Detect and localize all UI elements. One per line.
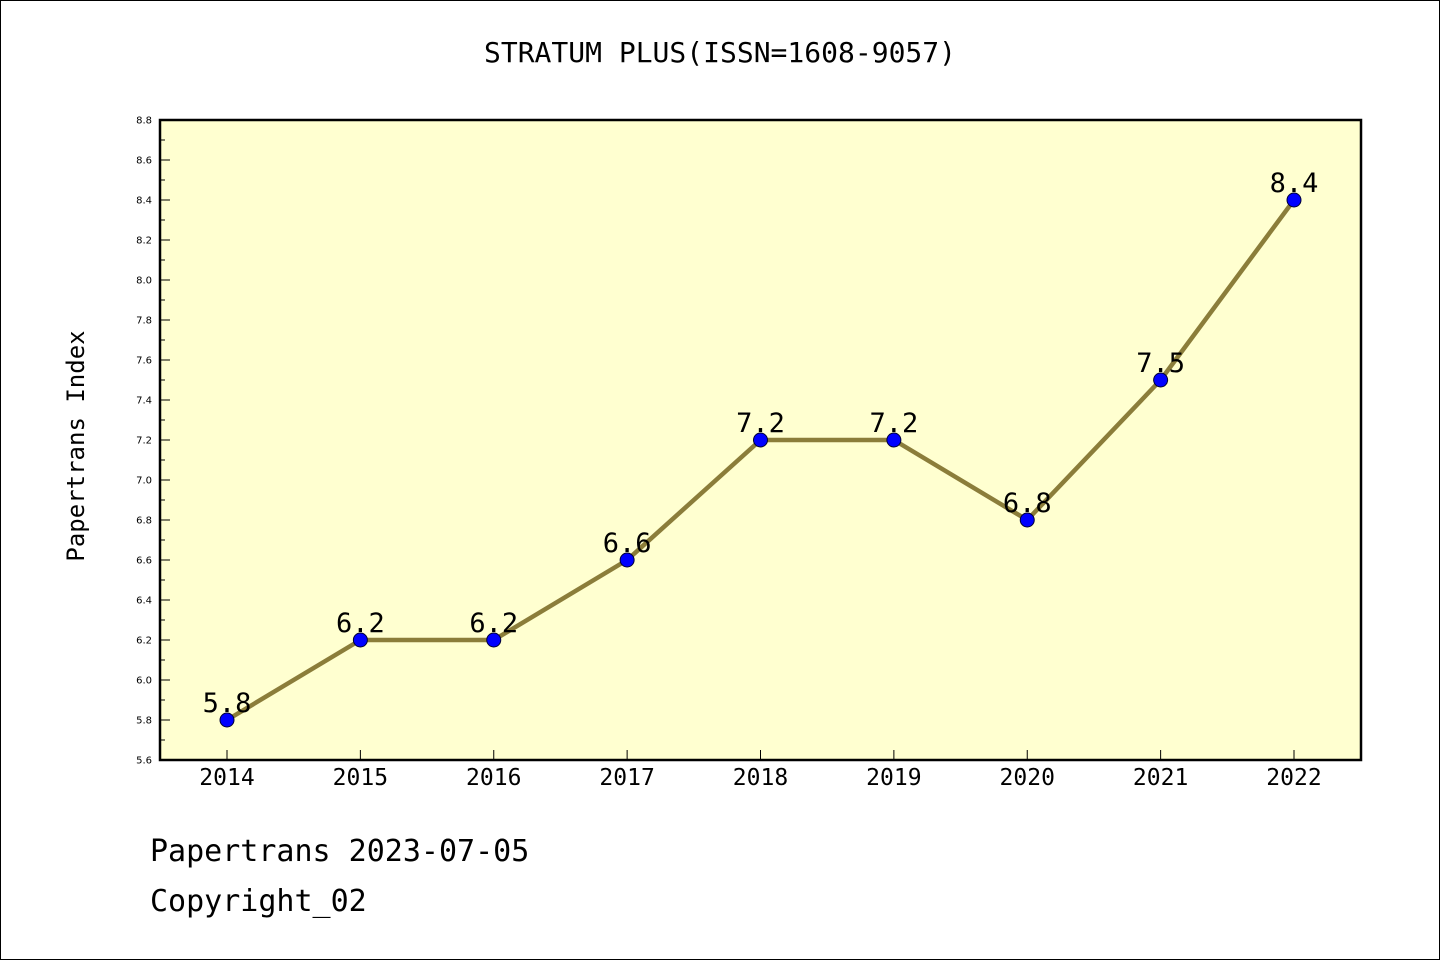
y-tick-label: 8.6 xyxy=(136,156,152,167)
x-tick-label: 2016 xyxy=(466,765,521,791)
chart-title: STRATUM PLUS(ISSN=1608-9057) xyxy=(483,36,956,69)
y-tick-label: 6.8 xyxy=(136,516,152,527)
data-point xyxy=(219,712,235,728)
data-point xyxy=(352,632,368,648)
y-tick-label: 7.6 xyxy=(136,356,152,367)
x-tick-label: 2020 xyxy=(1000,765,1055,791)
y-tick-label: 6.4 xyxy=(136,596,152,607)
y-tick-label: 5.6 xyxy=(136,756,152,767)
x-tick-label: 2015 xyxy=(333,765,388,791)
y-tick-label: 8.8 xyxy=(136,116,152,127)
footer-copyright: Copyright_02 xyxy=(150,884,367,919)
data-point xyxy=(1153,372,1169,388)
x-tick-label: 2019 xyxy=(866,765,921,791)
y-tick-label: 6.0 xyxy=(136,676,152,687)
data-point xyxy=(486,632,502,648)
y-tick-label: 7.4 xyxy=(136,396,152,407)
y-tick-label: 7.0 xyxy=(136,476,152,487)
y-tick-label: 8.4 xyxy=(136,196,152,207)
data-point xyxy=(1286,192,1302,208)
footer-date: Papertrans 2023-07-05 xyxy=(150,834,530,869)
x-tick-label: 2021 xyxy=(1133,765,1188,791)
y-tick-label: 8.2 xyxy=(136,236,152,247)
data-point xyxy=(886,432,902,448)
x-tick-label: 2014 xyxy=(199,765,254,791)
x-tick-label: 2018 xyxy=(733,765,788,791)
y-tick-label: 5.8 xyxy=(136,716,152,727)
y-tick-label: 6.6 xyxy=(136,556,152,567)
data-point xyxy=(753,432,768,448)
data-point xyxy=(619,552,635,568)
y-tick-label: 8.0 xyxy=(136,276,152,287)
x-tick-label: 2022 xyxy=(1266,765,1321,791)
y-tick-label: 6.2 xyxy=(136,636,152,647)
data-point xyxy=(1019,512,1035,528)
x-tick-label: 2017 xyxy=(599,765,654,791)
y-tick-label: 7.8 xyxy=(136,316,152,327)
y-tick-label: 7.2 xyxy=(136,436,152,447)
